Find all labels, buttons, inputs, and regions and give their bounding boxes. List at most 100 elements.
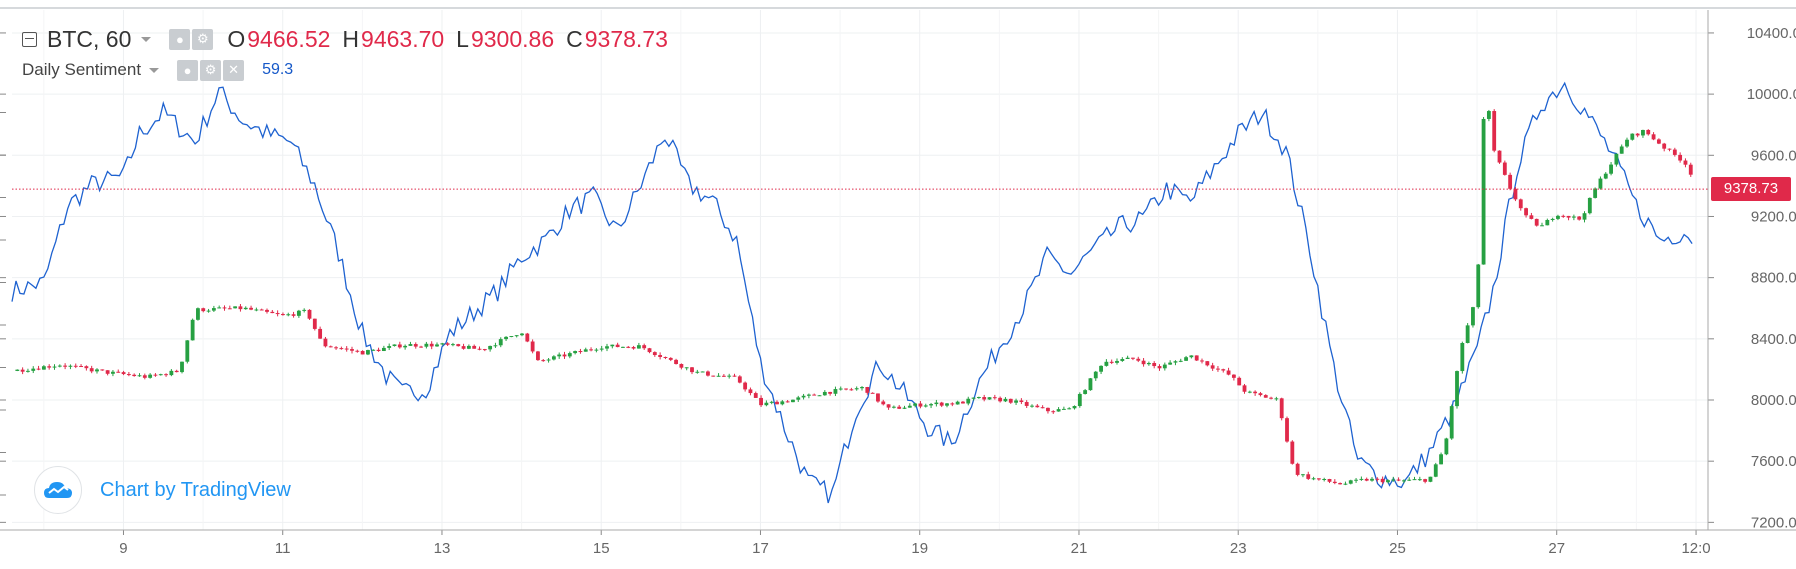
candle-body: [79, 366, 83, 368]
tradingview-branding[interactable]: Chart by TradingView: [34, 466, 291, 514]
candle-body: [950, 403, 955, 405]
candle-body: [52, 366, 57, 368]
candle-body: [89, 368, 94, 372]
chevron-down-icon[interactable]: [141, 36, 152, 42]
eye-icon[interactable]: ●: [177, 59, 199, 81]
candle-body: [371, 349, 376, 351]
candle-body: [158, 374, 163, 376]
candle-body: [132, 374, 137, 377]
candle-body: [546, 359, 551, 361]
candle-body: [275, 313, 280, 315]
candle-body: [1582, 213, 1587, 220]
candle-body: [424, 343, 429, 347]
candle-body: [1561, 215, 1566, 217]
candle-body: [121, 372, 126, 375]
candle-body: [15, 369, 20, 371]
candle-body: [1455, 371, 1459, 407]
candle-body: [1566, 215, 1571, 218]
candle-body: [976, 397, 981, 399]
symbol-label[interactable]: BTC, 60: [47, 25, 132, 52]
candle-body: [440, 343, 445, 345]
candle-body: [1332, 481, 1337, 484]
candle-body: [1518, 199, 1523, 209]
indicator-name[interactable]: Daily Sentiment: [22, 60, 142, 79]
candle-body: [514, 335, 519, 337]
main-series-legend: BTC, 60 ● ⚙ O 9466.52 H 9463.70 L 9300.8…: [22, 22, 668, 56]
y-tick-label: 9600.00: [1751, 147, 1796, 164]
y-tick-label: 8800.00: [1751, 270, 1796, 287]
low-key: L: [456, 25, 469, 52]
candle-body: [1237, 377, 1242, 386]
candle-body: [1322, 478, 1327, 480]
x-tick-label: 12:0: [1681, 540, 1710, 557]
candle-body: [84, 366, 89, 369]
candle-body: [270, 311, 275, 314]
chevron-down-icon[interactable]: [149, 67, 160, 73]
candle-body: [791, 399, 795, 403]
candle-body: [1088, 378, 1093, 391]
collapse-legend-button[interactable]: [22, 31, 37, 47]
candle-body: [111, 371, 115, 374]
candle-body: [466, 345, 471, 349]
candle-body: [1476, 264, 1481, 308]
candle-body: [923, 405, 928, 407]
candle-body: [376, 349, 381, 352]
candle-body: [360, 350, 365, 355]
candle-body: [1497, 150, 1502, 163]
candle-body: [36, 368, 41, 370]
x-tick-label: 17: [752, 540, 769, 557]
candle-body: [1210, 365, 1215, 369]
candle-body: [918, 403, 923, 407]
candle-body: [1386, 480, 1390, 483]
candle-body: [721, 375, 726, 377]
close-icon[interactable]: ✕: [223, 59, 245, 81]
sentiment-layer: [11, 81, 1693, 504]
candle-body: [1279, 398, 1284, 419]
gear-icon[interactable]: ⚙: [192, 28, 214, 50]
candle-body: [636, 345, 641, 349]
candle-body: [955, 401, 960, 405]
candle-body: [1030, 405, 1034, 407]
candle-body: [1354, 479, 1358, 481]
eye-icon[interactable]: ●: [169, 28, 191, 50]
gear-icon[interactable]: ⚙: [200, 59, 222, 81]
candle-body: [233, 306, 238, 309]
candle-body: [711, 375, 716, 377]
candle-body: [1348, 480, 1353, 484]
candle-body: [350, 349, 354, 351]
candle-body: [68, 365, 73, 367]
candle-body: [1423, 479, 1428, 482]
candle-body: [1609, 164, 1613, 174]
candle-body: [41, 366, 46, 370]
candle-body: [982, 397, 987, 400]
candle-body: [1550, 218, 1555, 220]
candle-body: [1630, 133, 1635, 140]
candle-body: [445, 343, 450, 345]
branding-text[interactable]: Chart by TradingView: [100, 478, 291, 501]
candle-body: [583, 349, 588, 352]
candle-body: [217, 307, 222, 309]
candle-body: [1433, 464, 1438, 477]
candle-body: [291, 314, 296, 316]
candle-body: [971, 397, 976, 399]
candle-body: [849, 389, 854, 391]
candle-body: [1556, 215, 1560, 219]
close-key: C: [566, 25, 583, 52]
candle-body: [1269, 397, 1273, 399]
y-tick-label: 8000.00: [1751, 392, 1796, 409]
candle-body: [397, 344, 402, 348]
candle-body: [822, 391, 827, 396]
candle-body: [1672, 149, 1677, 155]
candle-body: [1136, 358, 1141, 361]
candle-body: [615, 344, 620, 348]
candle-body: [801, 395, 806, 398]
candle-body: [961, 401, 965, 404]
candle-body: [1375, 478, 1380, 480]
candle-body: [695, 371, 700, 373]
candle-body: [1327, 478, 1332, 482]
candle-body: [1040, 407, 1045, 409]
candle-body: [392, 344, 397, 347]
candle-body: [700, 371, 705, 373]
